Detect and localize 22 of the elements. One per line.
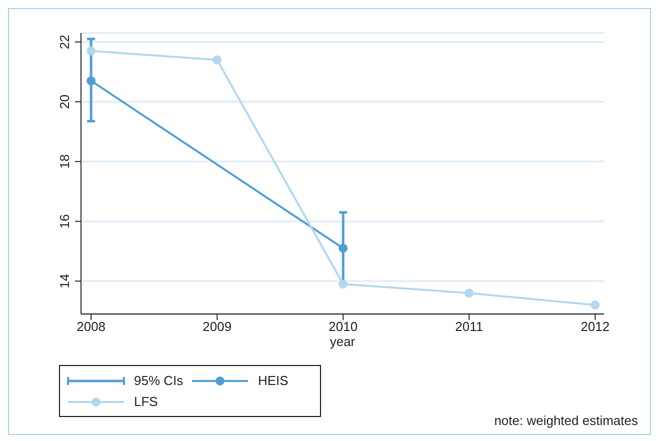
text: 95% CIs — [134, 373, 184, 388]
point — [338, 244, 348, 253]
y-tick-label: 16 — [57, 214, 72, 229]
x-tick-label: 2012 — [580, 319, 610, 334]
y-tick-label: 18 — [57, 154, 72, 169]
x-tick-label: 2010 — [328, 319, 358, 334]
x-tick-label: 2009 — [202, 319, 232, 334]
x-tick-label: 2011 — [455, 319, 484, 334]
y-tick-label: 20 — [57, 94, 72, 109]
x-tick-label: 2008 — [76, 319, 106, 334]
point — [590, 300, 600, 310]
text: note: weighted estimates — [494, 413, 638, 428]
legend-label: LFS — [134, 394, 158, 409]
point — [86, 46, 96, 56]
point — [464, 288, 474, 298]
legend-label: HEIS — [258, 373, 288, 388]
point — [212, 55, 222, 64]
point — [338, 280, 348, 289]
y-tick-label: 14 — [57, 274, 72, 288]
x-axis-title: year — [330, 334, 356, 349]
point — [86, 76, 96, 86]
y-tick-label: 22 — [57, 34, 72, 50]
